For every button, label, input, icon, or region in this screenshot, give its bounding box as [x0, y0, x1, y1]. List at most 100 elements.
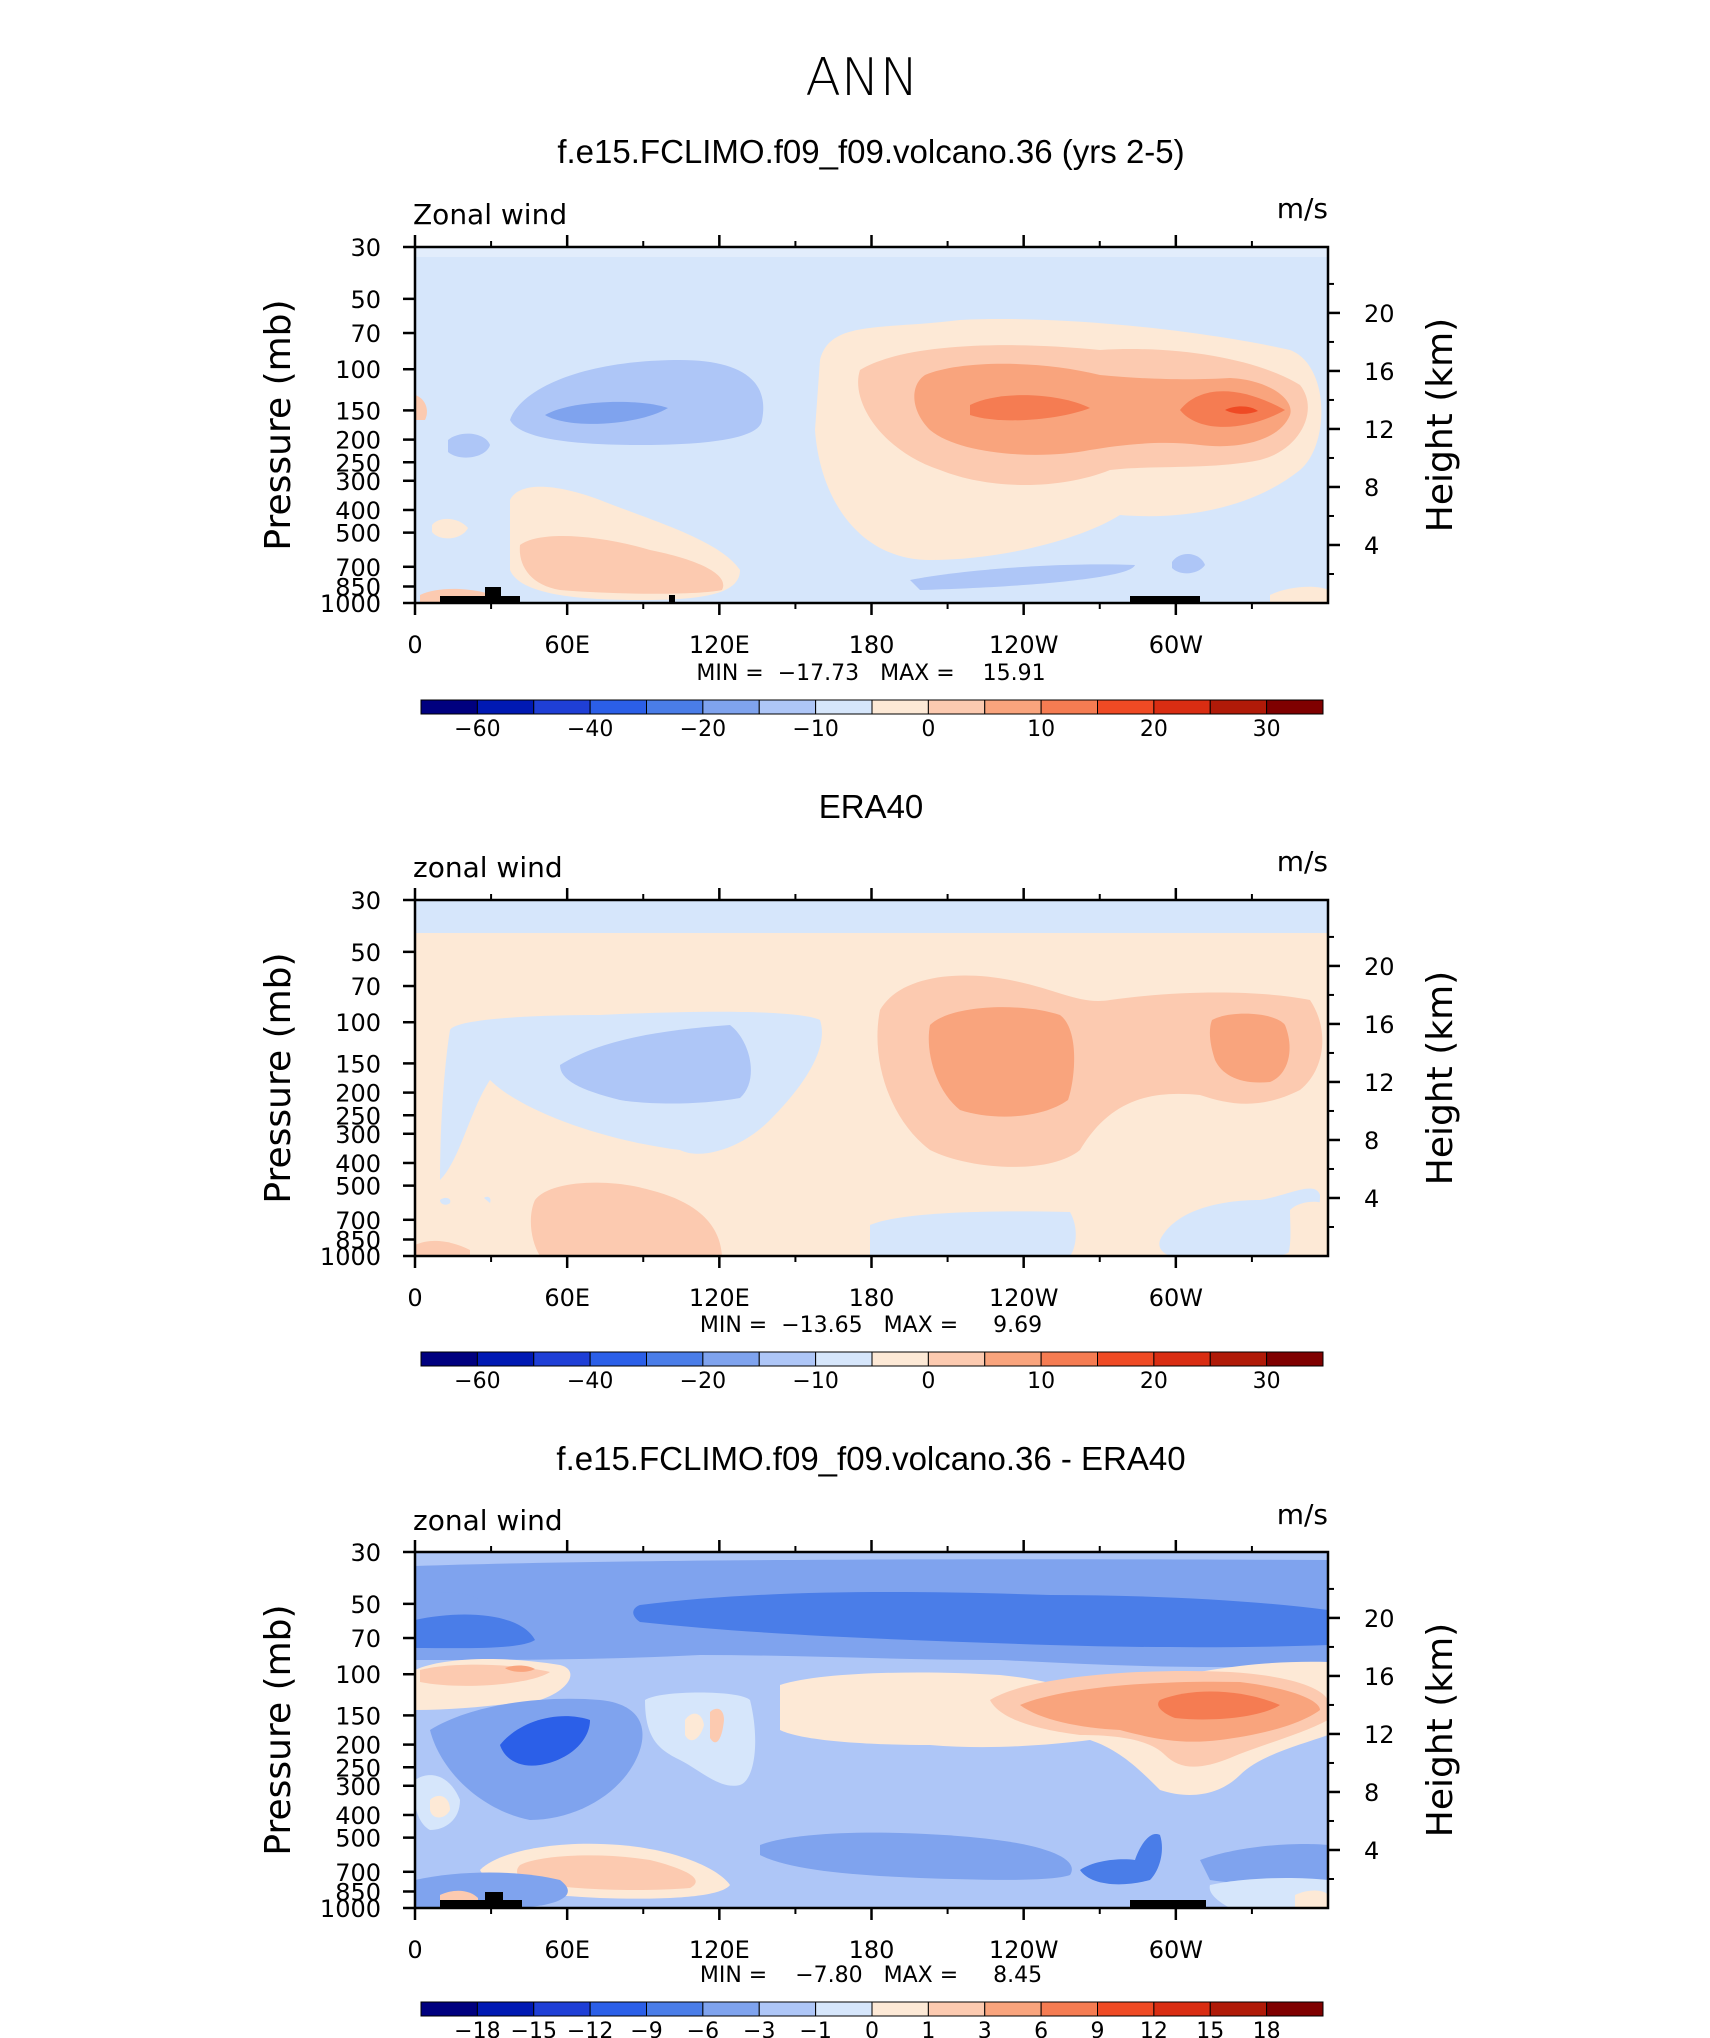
height-tick-label: 4	[1364, 1185, 1379, 1213]
lon-tick-label: 60W	[1149, 631, 1203, 659]
panel-1-title: f.e15.FCLIMO.f09_f09.volcano.36 (yrs 2-5…	[557, 133, 1184, 170]
colorbar-label: 20	[1140, 1369, 1168, 1394]
height-tick-label: 16	[1364, 358, 1395, 386]
topo-block	[1130, 1900, 1206, 1908]
y2-axis-title: Height (km)	[1420, 1623, 1461, 1837]
colorbar-box	[927, 2001, 986, 2017]
lon-tick-label: 60W	[1149, 1284, 1203, 1312]
pressure-tick-label: 250	[335, 449, 381, 477]
colorbar-box	[984, 2001, 1042, 2017]
panel-3-topography	[440, 1892, 1206, 1908]
colorbar-box	[1209, 699, 1268, 715]
colorbar-box	[476, 699, 535, 715]
colorbar-label: 0	[921, 717, 935, 742]
panel-1-surface-easterly	[910, 564, 1135, 590]
panel-2-easterly-inner	[560, 1025, 751, 1104]
panel-3: f.e15.FCLIMO.f09_f09.volcano.36 - ERA40 …	[258, 1440, 1461, 2038]
colorbar-label: −10	[792, 717, 838, 742]
lon-tick-label: 180	[849, 1936, 895, 1964]
colorbar-label: 12	[1140, 2019, 1168, 2038]
colorbar-box	[1097, 699, 1155, 715]
topo-block	[485, 587, 501, 603]
panel-2-westerly-inner-a	[928, 1007, 1075, 1117]
pressure-tick-label: 850	[335, 1227, 381, 1255]
colorbar-label: −3	[743, 2019, 775, 2038]
panel-3-negative-edge	[415, 1592, 480, 1605]
pressure-tick-label: 850	[335, 1879, 381, 1907]
lon-tick-label: 120W	[989, 1284, 1059, 1312]
panel-3-middle-light	[645, 1692, 756, 1786]
pressure-tick-label: 200	[335, 427, 381, 455]
colorbar-label: 9	[1091, 2019, 1105, 2038]
topo-block	[440, 1900, 522, 1908]
pressure-tick-label: 100	[335, 1009, 381, 1037]
y-axis-title: Pressure (mb)	[258, 299, 299, 550]
panel-1-westerly-peak	[1225, 406, 1258, 414]
lon-tick-label: 60W	[1149, 1936, 1203, 1964]
colorbar-box	[646, 1351, 704, 1367]
pressure-tick-label: 1000	[320, 1243, 381, 1271]
colorbar-box	[1153, 699, 1211, 715]
pressure-tick-label: 400	[335, 1150, 381, 1178]
colorbar-label: 1	[921, 2019, 935, 2038]
panel-3-title: f.e15.FCLIMO.f09_f09.volcano.36 - ERA40	[556, 1440, 1185, 1477]
panel-2-top-band	[415, 900, 1328, 933]
colorbar-box	[702, 1351, 760, 1367]
panel-2-surface-easterly-b	[1159, 1188, 1320, 1256]
topo-block	[1130, 596, 1200, 603]
panel-1-stats: MIN = −17.73 MAX = 15.91	[696, 661, 1045, 686]
panel-2-surface-easterly-a	[870, 1211, 1076, 1256]
colorbar-box	[758, 699, 817, 715]
colorbar-box	[533, 699, 591, 715]
pressure-tick-label: 150	[335, 1050, 381, 1078]
panel-3-lower-negative-b	[1080, 1834, 1162, 1885]
colorbar-box	[815, 1351, 873, 1367]
colorbar-box	[815, 699, 873, 715]
height-tick-label: 20	[1364, 953, 1395, 981]
y2-axis-title: Height (km)	[1420, 971, 1461, 1185]
panel-2-east-warm	[1288, 1201, 1328, 1256]
pressure-tick-label: 500	[335, 1825, 381, 1853]
height-tick-label: 20	[1364, 1605, 1395, 1633]
panel-3-lower-negative-a	[760, 1832, 1072, 1880]
panel-2-small-blob-b	[484, 1196, 491, 1203]
pressure-tick-label: 700	[335, 554, 381, 582]
lon-tick-label: 120E	[689, 1936, 750, 1964]
height-tick-label: 8	[1364, 1779, 1379, 1807]
panel-3-surface-light-b	[1295, 1890, 1328, 1908]
pressure-tick-label: 250	[335, 1102, 381, 1130]
panel-3-units: m/s	[1277, 1498, 1328, 1531]
colorbar-label: −9	[630, 2019, 662, 2038]
colorbar-box	[927, 699, 986, 715]
colorbar-box	[702, 2001, 760, 2017]
pressure-tick-label: 200	[335, 1732, 381, 1760]
panel-2-contours	[415, 900, 1328, 1256]
panel-3-negative-band-inner	[415, 1614, 535, 1649]
pressure-tick-label: 200	[335, 1080, 381, 1108]
panel-2-stats: MIN = −13.65 MAX = 9.69	[700, 1313, 1042, 1338]
pressure-tick-label: 50	[350, 939, 381, 967]
panel-3-low-left-warm	[430, 1795, 450, 1818]
lon-tick-label: 120W	[989, 1936, 1059, 1964]
colorbar-label: −60	[454, 1369, 500, 1394]
panel-1: f.e15.FCLIMO.f09_f09.volcano.36 (yrs 2-5…	[258, 133, 1461, 742]
height-tick-label: 12	[1364, 1721, 1395, 1749]
colorbar-box	[476, 1351, 535, 1367]
height-tick-label: 8	[1364, 1127, 1379, 1155]
panel-1-variable: Zonal wind	[413, 198, 567, 231]
pressure-tick-label: 1000	[320, 590, 381, 618]
colorbar-label: −1	[799, 2019, 831, 2038]
colorbar-label: 3	[978, 2019, 992, 2038]
height-tick-label: 12	[1364, 1069, 1395, 1097]
colorbar-label: 6	[1034, 2019, 1048, 2038]
colorbar-box	[1209, 1351, 1268, 1367]
panel-3-lower-negative-c	[1200, 1843, 1328, 1884]
panel-2-variable: zonal wind	[413, 851, 563, 884]
colorbar-box	[758, 1351, 817, 1367]
pressure-tick-label: 30	[350, 887, 381, 915]
pressure-tick-label: 50	[350, 1591, 381, 1619]
lon-tick-label: 60E	[544, 1936, 590, 1964]
panel-2-small-blob-a	[440, 1197, 451, 1205]
colorbar-box	[589, 699, 647, 715]
colorbar-box	[1153, 1351, 1211, 1367]
